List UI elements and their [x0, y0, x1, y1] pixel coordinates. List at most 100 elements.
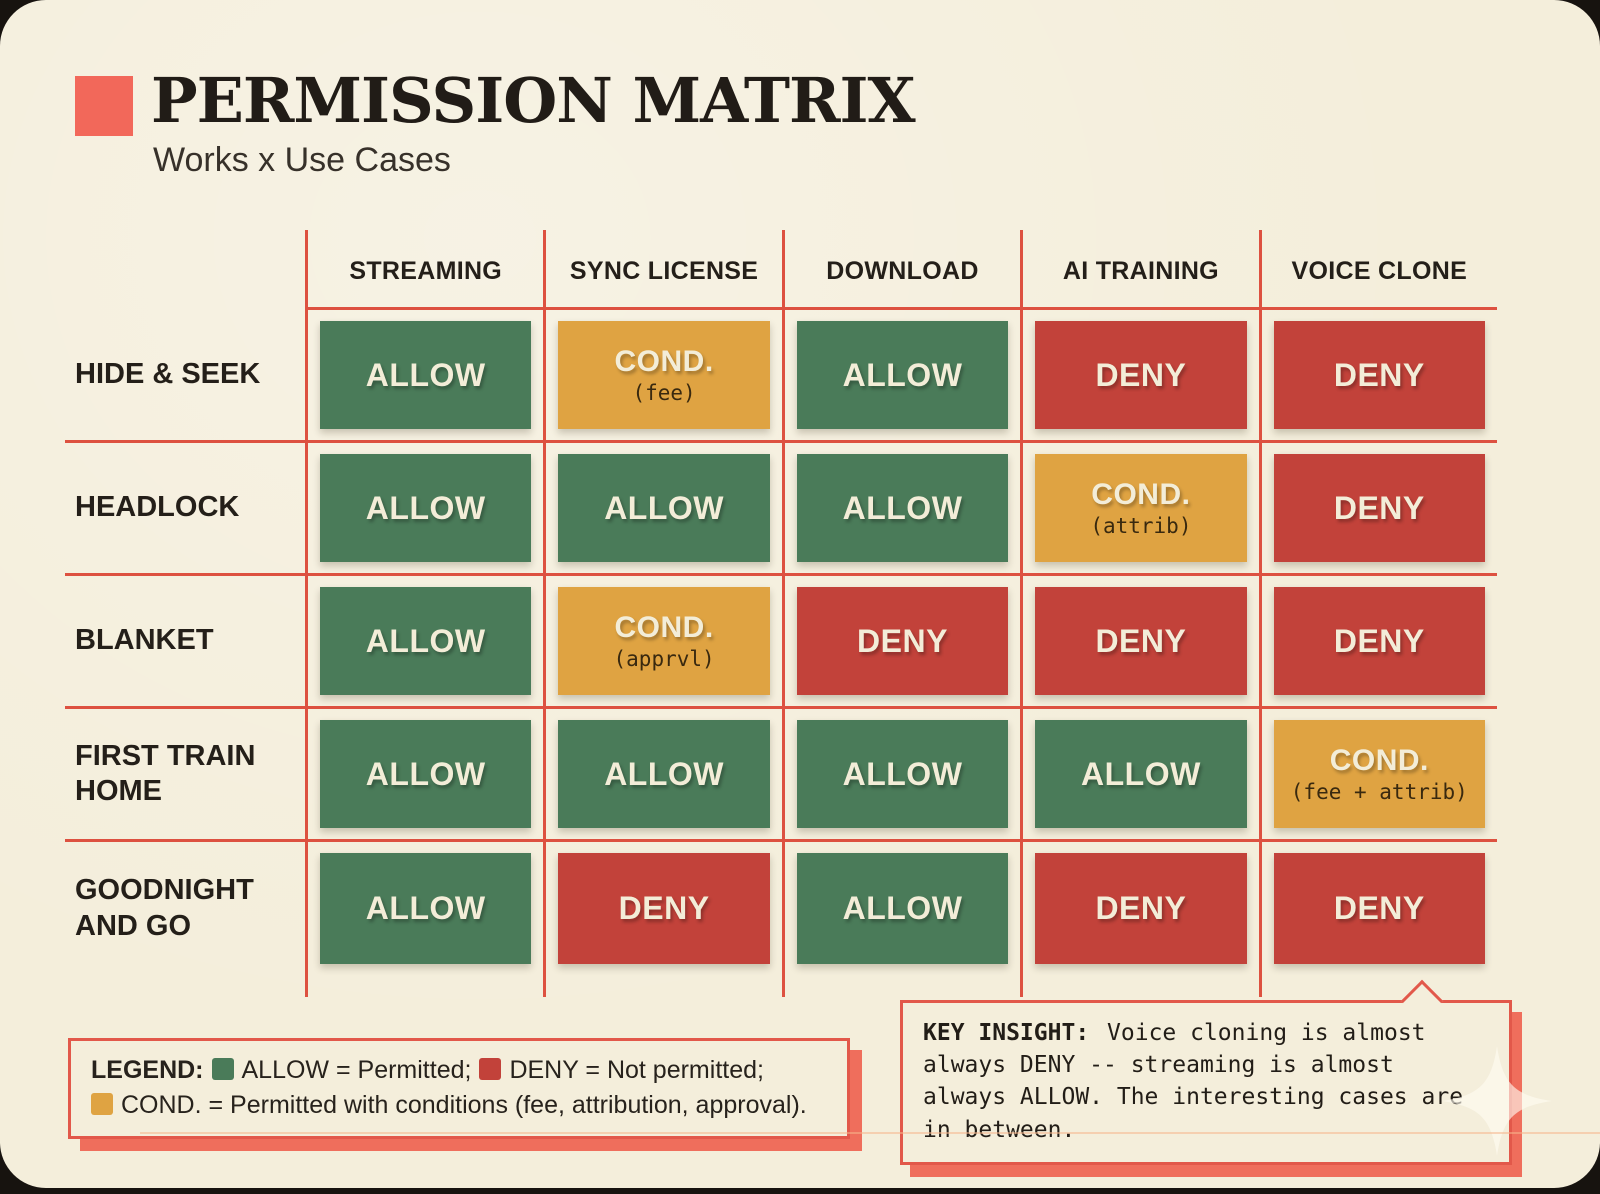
matrix-cell: ALLOW — [781, 443, 1021, 576]
permission-chip: DENY — [1273, 853, 1485, 964]
matrix-cell: DENY — [1258, 842, 1497, 975]
matrix-cell: ALLOW — [781, 842, 1020, 975]
permission-chip: ALLOW — [796, 720, 1009, 828]
chip-status-label: DENY — [1333, 890, 1425, 926]
matrix-spacer — [781, 975, 1020, 997]
matrix-cell: ALLOW — [305, 443, 544, 576]
chip-status-label: ALLOW — [604, 755, 724, 792]
permission-chip: COND. (attrib) — [1035, 454, 1247, 562]
chip-status-label: DENY — [1333, 489, 1425, 526]
chip-status-label: COND. — [1091, 478, 1191, 511]
permission-chip: ALLOW — [320, 853, 532, 964]
permission-chip: COND. (fee) — [558, 321, 770, 429]
legend-title: LEGEND: — [91, 1056, 204, 1084]
matrix-cell: ALLOW — [305, 709, 544, 842]
permission-chip: DENY — [1273, 454, 1485, 562]
chip-status-label: ALLOW — [365, 890, 486, 926]
chip-status-label: DENY — [618, 890, 710, 926]
permission-chip: DENY — [796, 587, 1009, 695]
matrix-row-label-1: HEADLOCK — [65, 443, 305, 576]
header: PERMISSION MATRIX Works x Use Cases — [75, 64, 916, 180]
matrix-cell: ALLOW — [305, 576, 544, 709]
matrix-row-label-4: GOODNIGHT AND GO — [75, 874, 254, 942]
key-insight-box: KEY INSIGHT: Voice cloning is almost alw… — [900, 979, 1512, 1165]
permission-chip: ALLOW — [558, 720, 770, 828]
chip-status-label: ALLOW — [842, 755, 963, 792]
chip-status-label: DENY — [1095, 356, 1187, 393]
chip-status-label: ALLOW — [842, 890, 963, 926]
chip-status-label: DENY — [1095, 622, 1187, 659]
matrix-spacer — [305, 975, 543, 997]
chip-status-label: ALLOW — [604, 489, 724, 526]
matrix-cell: ALLOW — [305, 310, 544, 443]
matrix-cell: DENY — [1020, 576, 1259, 709]
permission-chip: ALLOW — [558, 454, 770, 562]
permission-matrix: STREAMING SYNC LICENSE DOWNLOAD AI TRAINING… — [65, 230, 1497, 997]
permission-chip: ALLOW — [796, 321, 1009, 429]
paper-crease-divider — [140, 1132, 1600, 1134]
matrix-cell: ALLOW — [781, 709, 1021, 842]
chip-status-label: ALLOW — [842, 489, 963, 526]
matrix-cell: DENY — [543, 842, 781, 975]
permission-chip: ALLOW — [796, 454, 1009, 562]
legend-box: LEGEND: ALLOW = Permitted; DENY = Not perm… — [68, 1038, 850, 1139]
chip-status-label: COND. — [614, 345, 714, 378]
permission-chip: ALLOW — [320, 720, 532, 828]
chip-status-label: DENY — [857, 622, 948, 659]
permission-chip: DENY — [1035, 853, 1247, 964]
matrix-cell: ALLOW — [781, 310, 1021, 443]
matrix-cell: DENY — [781, 576, 1021, 709]
matrix-spacer — [65, 975, 305, 997]
matrix-col-header-0: STREAMING — [305, 230, 544, 310]
key-insight-title: KEY INSIGHT: — [923, 1020, 1090, 1046]
matrix-cell: ALLOW — [1020, 709, 1259, 842]
matrix-cell: DENY — [1020, 842, 1258, 975]
matrix-spacer — [543, 975, 781, 997]
matrix-row-label-3: FIRST TRAIN HOME — [65, 709, 305, 842]
permission-chip: ALLOW — [320, 454, 532, 562]
matrix-cell: DENY — [1258, 576, 1497, 709]
chip-status-label: COND. — [614, 611, 714, 644]
header-text: PERMISSION MATRIX Works x Use Cases — [151, 64, 916, 180]
deny-swatch-icon — [479, 1058, 502, 1080]
coral-square-icon — [75, 76, 133, 136]
permission-chip: ALLOW — [1035, 720, 1247, 828]
matrix-row-label-2: BLANKET — [65, 576, 305, 709]
chip-status-label: ALLOW — [365, 755, 486, 792]
chip-status-label: ALLOW — [842, 356, 963, 393]
permission-chip: DENY — [558, 853, 770, 964]
matrix-col-header-1: SYNC LICENSE — [543, 230, 782, 310]
matrix-col-header-2: DOWNLOAD — [781, 230, 1021, 310]
matrix-cell: ALLOW — [305, 842, 543, 975]
chip-status-label: DENY — [1095, 890, 1187, 926]
legend-line-1: LEGEND: ALLOW = Permitted; DENY = Not perm… — [91, 1053, 827, 1088]
matrix-spacer — [1258, 975, 1497, 997]
legend-item-deny: DENY = Not permitted; — [479, 1056, 764, 1084]
matrix-cell: COND. (apprvl) — [543, 576, 782, 709]
chip-status-label: ALLOW — [365, 356, 486, 393]
legend-item-cond: COND. = Permitted with conditions (fee, … — [91, 1091, 807, 1119]
matrix-row-label-0: HIDE & SEEK — [65, 310, 305, 443]
chip-condition-label: (fee) — [632, 381, 696, 405]
permission-chip: DENY — [1273, 321, 1485, 429]
chip-status-label: DENY — [1333, 622, 1425, 659]
matrix-spacer — [1020, 975, 1258, 997]
matrix-col-header-4: VOICE CLONE — [1258, 230, 1497, 310]
permission-chip: DENY — [1035, 587, 1247, 695]
permission-chip: ALLOW — [796, 853, 1009, 964]
matrix-cell: COND. (fee + attrib) — [1258, 709, 1497, 842]
legend-line-2: COND. = Permitted with conditions (fee, … — [91, 1088, 827, 1123]
permission-chip: DENY — [1273, 587, 1485, 695]
matrix-col-header-3: AI TRAINING — [1020, 230, 1259, 310]
matrix-cell: COND. (attrib) — [1020, 443, 1259, 576]
matrix-cell: ALLOW — [543, 709, 782, 842]
page-title: PERMISSION MATRIX — [151, 64, 916, 137]
allow-swatch-icon — [211, 1058, 234, 1080]
key-insight-text: Voice cloning is almost always DENY -- s… — [923, 1020, 1464, 1143]
chip-status-label: ALLOW — [1080, 755, 1201, 792]
matrix-corner — [65, 230, 305, 310]
permission-chip: DENY — [1035, 321, 1247, 429]
matrix-cell: ALLOW — [543, 443, 782, 576]
matrix-cell: COND. (fee) — [543, 310, 782, 443]
